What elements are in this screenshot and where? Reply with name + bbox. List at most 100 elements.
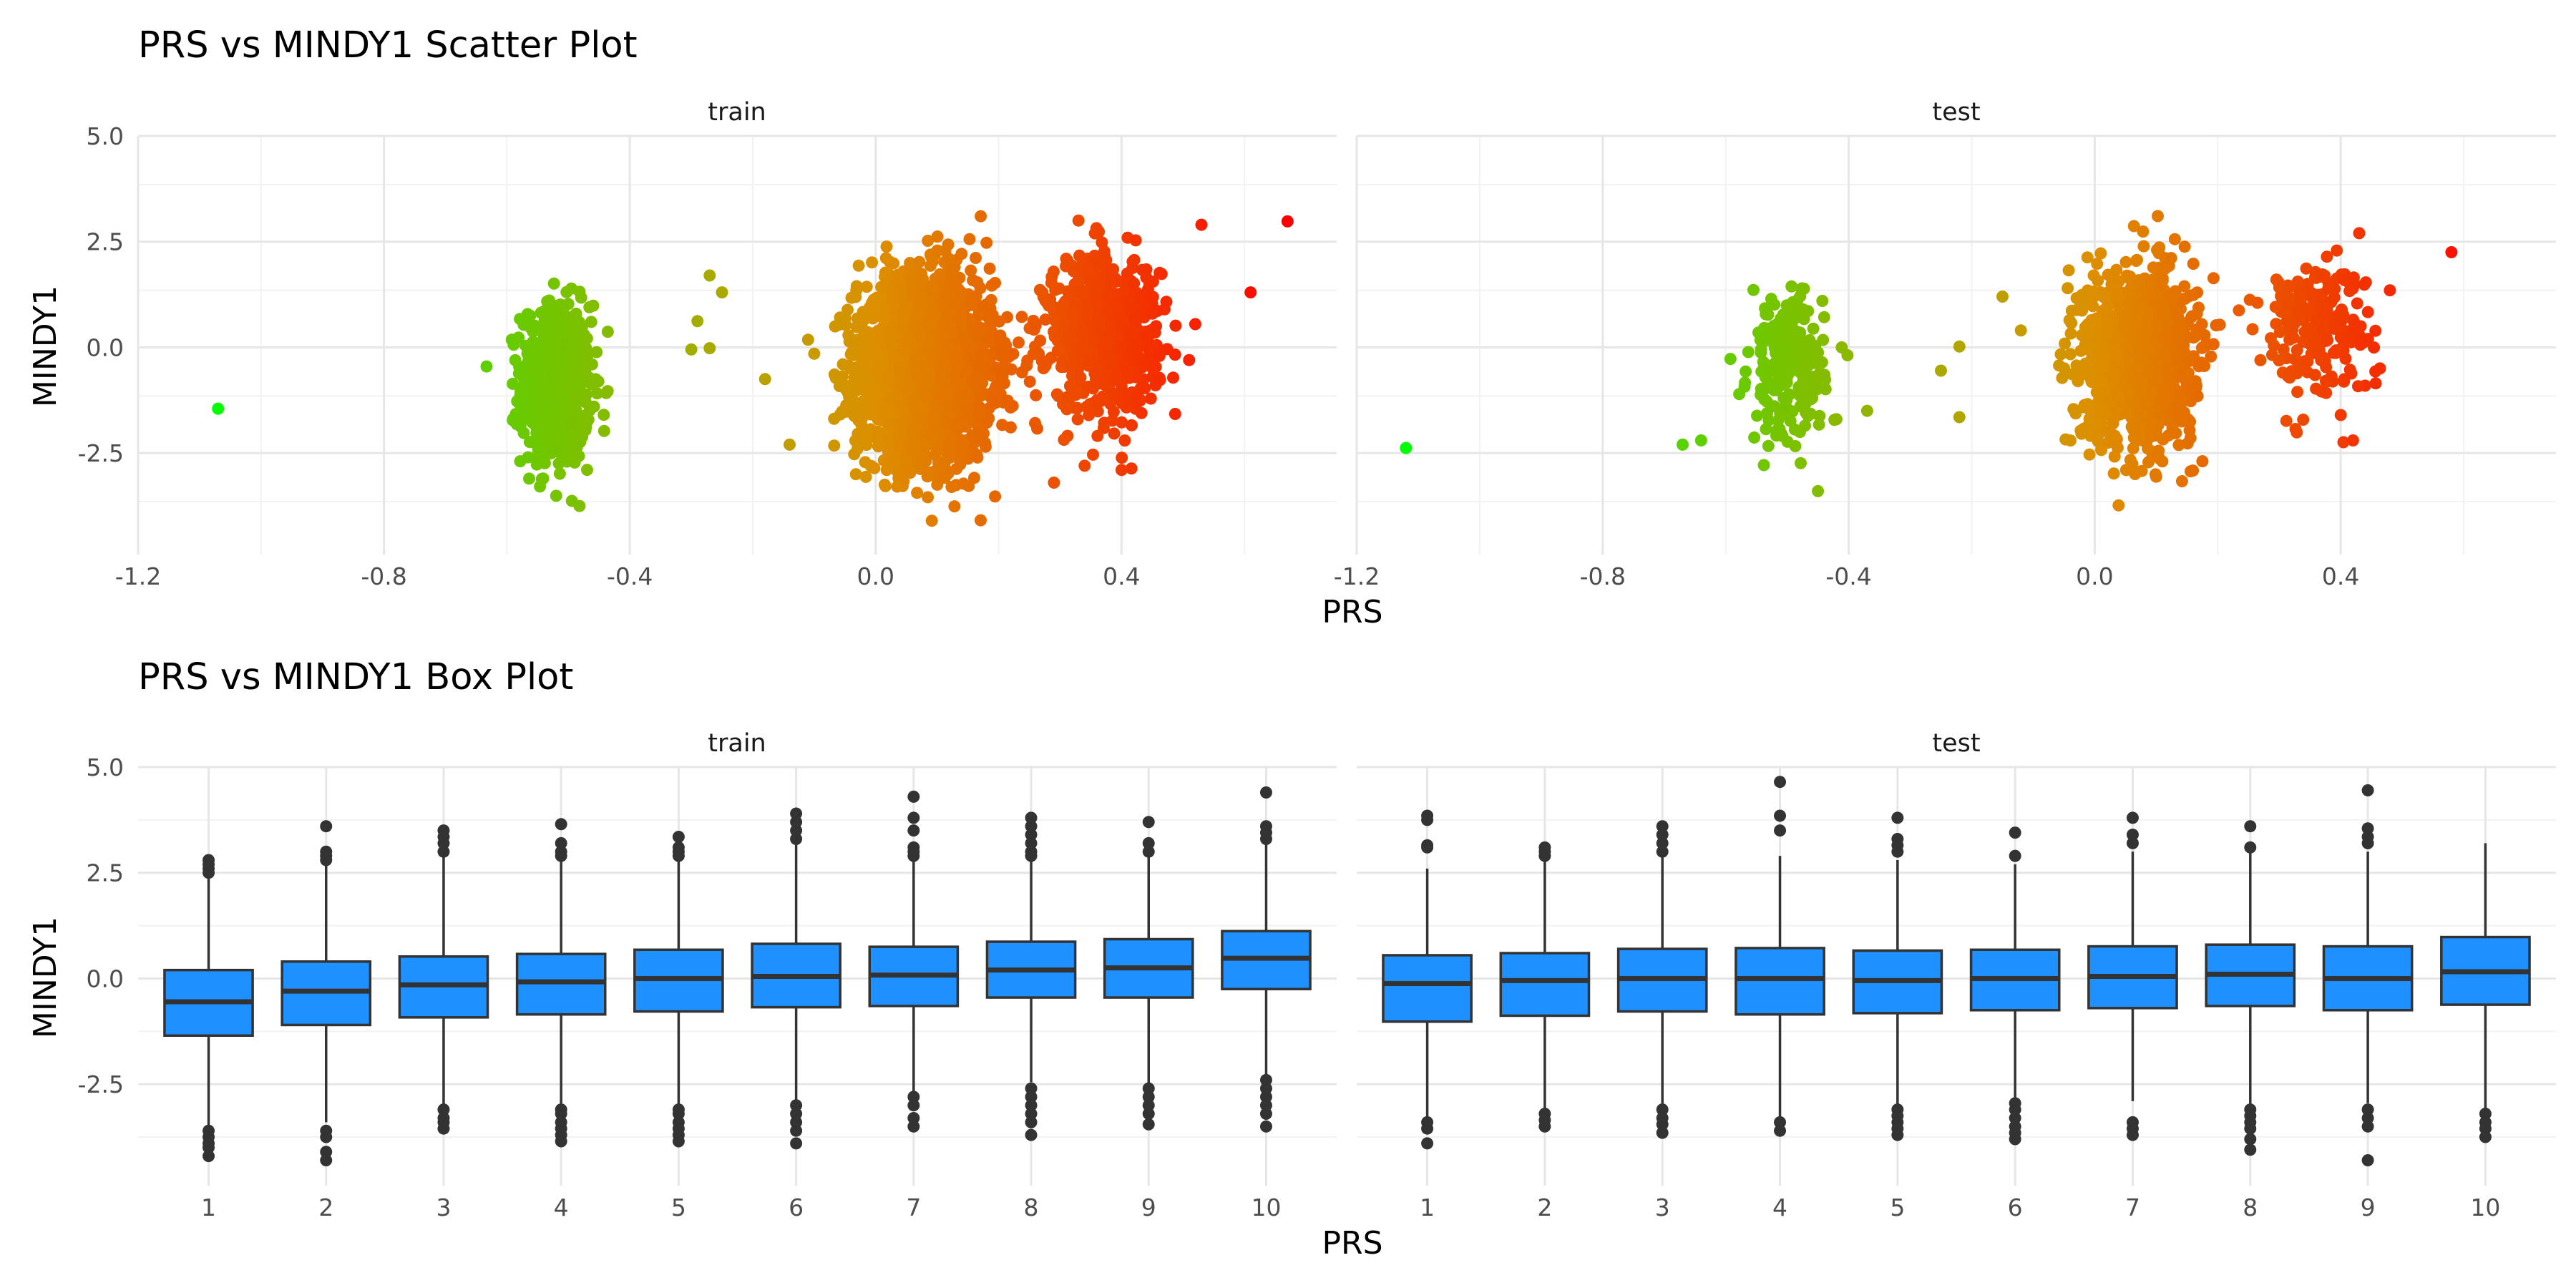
scatter-point	[1789, 440, 1802, 452]
scatter-point	[1060, 403, 1073, 416]
scatter-point	[1802, 409, 1815, 422]
scatter-point	[1126, 255, 1139, 268]
scatter-point	[590, 346, 603, 358]
scatter-point	[1748, 431, 1761, 444]
scatter-point	[1070, 299, 1083, 311]
scatter-point	[1760, 423, 1772, 436]
scatter-point	[976, 350, 988, 363]
scatter-point	[865, 392, 877, 405]
scatter-point	[943, 436, 956, 449]
scatter-point	[931, 478, 944, 491]
scatter-point	[1146, 275, 1159, 288]
scatter-point	[1789, 325, 1802, 337]
scatter-point	[1102, 349, 1114, 362]
scatter-point	[955, 248, 968, 260]
scatter-point	[507, 414, 519, 426]
scatter-point	[573, 499, 586, 512]
scatter-point	[849, 468, 862, 481]
scatter-point	[950, 356, 962, 369]
scatter-point	[1051, 344, 1064, 357]
scatter-point	[581, 358, 594, 371]
scatter-point	[509, 353, 522, 366]
scatter-point	[1072, 214, 1085, 227]
scatter-point	[1195, 218, 1208, 231]
scatter-point	[1066, 333, 1079, 346]
scatter-point	[989, 277, 1002, 289]
scatter-point	[911, 308, 924, 321]
scatter-point	[955, 396, 967, 409]
scatter-point	[887, 351, 900, 364]
scatter-point	[931, 230, 944, 243]
scatter-point	[1098, 379, 1111, 391]
scatter-point	[1759, 371, 1772, 384]
scatter-point	[1167, 371, 1179, 384]
scatter-point	[999, 354, 1012, 366]
scatter-point	[1055, 305, 1068, 318]
scatter-point	[879, 252, 892, 265]
scatter-point	[1126, 419, 1138, 431]
scatter-point	[582, 371, 595, 384]
scatter-point	[911, 487, 924, 499]
scatter-point	[532, 354, 545, 367]
scatter-point	[587, 299, 600, 312]
scatter-point	[950, 280, 962, 293]
scatter-point	[957, 414, 970, 427]
scatter-point	[591, 387, 603, 400]
scatter-point	[892, 278, 904, 290]
scatter-point	[844, 363, 857, 375]
scatter-point	[900, 464, 913, 477]
scatter-point	[581, 464, 593, 477]
scatter-point	[568, 456, 581, 469]
scatter-point	[580, 421, 592, 434]
scatter-point	[537, 381, 550, 394]
scatter-point	[514, 455, 527, 468]
scatter-point	[968, 374, 981, 386]
scatter-point	[1013, 336, 1025, 349]
scatter-points	[212, 210, 2458, 527]
scatter-point	[1244, 286, 1257, 299]
scatter-point	[575, 291, 587, 304]
scatter-point	[933, 459, 946, 472]
scatter-point	[925, 514, 938, 527]
scatter-point	[2152, 210, 2164, 223]
scatter-point	[948, 297, 961, 310]
scatter-point	[1113, 341, 1126, 353]
scatter-point	[530, 406, 543, 419]
scatter-point	[2175, 475, 2188, 487]
scatter-point	[909, 437, 922, 450]
scatter-point	[547, 277, 560, 290]
scatter-point	[2187, 258, 2200, 270]
scatter-point	[1281, 215, 1294, 228]
scatter-point	[1085, 352, 1098, 365]
scatter-point	[2083, 448, 2096, 461]
scatter-point	[980, 298, 993, 311]
scatter-point	[906, 425, 919, 438]
scatter-point	[942, 338, 955, 351]
scatter-point	[882, 407, 895, 419]
scatter-point	[1102, 305, 1115, 318]
scatter-point	[1127, 312, 1140, 324]
scatter-point	[2168, 233, 2181, 245]
scatter-point	[1029, 319, 1042, 332]
scatter-point	[1098, 416, 1111, 429]
scatter-point	[808, 347, 821, 360]
scatter-point	[970, 330, 983, 343]
scatter-point	[592, 375, 605, 388]
scatter-point	[2137, 240, 2150, 253]
scatter-point	[553, 298, 566, 311]
scatter-point	[1767, 320, 1780, 333]
scatter-point	[1797, 372, 1810, 385]
scatter-point	[600, 386, 613, 399]
scatter-point	[1078, 459, 1091, 472]
scatter-point	[1058, 434, 1070, 447]
scatter-point	[1770, 384, 1783, 396]
scatter-point	[990, 396, 1003, 409]
scatter-point	[1787, 296, 1799, 308]
scatter-point	[1092, 323, 1105, 336]
scatter-point	[2067, 403, 2080, 416]
scatter-point	[937, 389, 950, 401]
scatter-point	[1118, 434, 1131, 447]
scatter-point	[212, 402, 225, 415]
scatter-point	[942, 253, 955, 265]
